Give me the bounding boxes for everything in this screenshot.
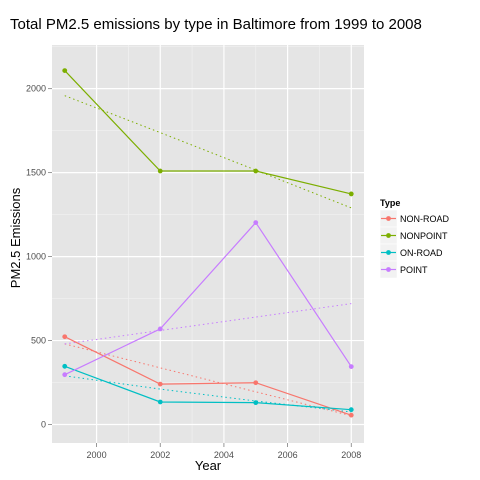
data-point-point <box>348 364 354 369</box>
legend-label-nonpoint: NONPOINT <box>400 231 448 241</box>
series-line-on-road <box>64 365 352 411</box>
y-tick-label: 1000 <box>26 252 46 262</box>
series-lines <box>64 70 352 416</box>
data-point-non-road <box>157 381 163 387</box>
data-point-nonpoint <box>253 168 259 174</box>
data-point-on-road <box>348 407 354 413</box>
series-points <box>62 68 354 418</box>
data-point-point <box>62 372 68 378</box>
y-tick-label: 1500 <box>26 168 46 178</box>
x-tick-label: 2006 <box>278 450 298 460</box>
data-point-nonpoint <box>157 168 163 174</box>
data-point-on-road <box>157 399 163 405</box>
legend-point-point <box>386 267 391 272</box>
data-point-non-road <box>348 412 354 418</box>
series-line-point <box>64 221 352 376</box>
data-point-on-road <box>62 363 68 369</box>
x-axis: 2000 2002 2004 2006 2008 <box>87 443 361 460</box>
x-tick-label: 2000 <box>87 450 107 460</box>
grid-major <box>52 45 364 443</box>
trend-line-on-road <box>64 375 352 413</box>
y-tick-label: 500 <box>31 336 46 346</box>
data-point-on-road <box>253 400 259 406</box>
y-axis-title: PM2.5 Emissions <box>8 187 23 288</box>
series-line-non-road <box>64 336 352 416</box>
x-tick-label: 2004 <box>214 450 234 460</box>
legend-point-non-road <box>386 216 391 221</box>
y-axis: 0 500 1000 1500 2000 <box>26 84 52 430</box>
y-tick-label: 2000 <box>26 84 46 94</box>
legend-point-on-road <box>386 250 391 255</box>
x-axis-title: Year <box>195 458 222 473</box>
legend-label-on-road: ON-ROAD <box>400 248 443 258</box>
data-point-non-road <box>62 334 68 340</box>
trend-line-point <box>64 303 352 345</box>
legend-label-non-road: NON-ROAD <box>400 214 449 224</box>
data-point-nonpoint <box>62 68 68 73</box>
data-point-point <box>253 220 259 225</box>
y-tick-label: 0 <box>41 420 46 430</box>
data-point-nonpoint <box>348 191 354 197</box>
series-line-nonpoint <box>64 70 352 195</box>
legend: Type NON-ROAD NONPOINT ON-ROAD POINT <box>379 198 449 279</box>
chart-title: Total PM2.5 emissions by type in Baltimo… <box>10 16 422 33</box>
x-tick-label: 2008 <box>341 450 361 460</box>
x-tick-label: 2002 <box>150 450 170 460</box>
legend-label-point: POINT <box>400 265 428 275</box>
data-point-point <box>157 326 163 332</box>
legend-point-nonpoint <box>386 233 391 238</box>
trend-line-nonpoint <box>64 95 352 209</box>
trend-lines <box>64 95 352 417</box>
grid-minor <box>52 45 364 443</box>
legend-title: Type <box>380 198 400 208</box>
data-point-non-road <box>253 380 259 386</box>
